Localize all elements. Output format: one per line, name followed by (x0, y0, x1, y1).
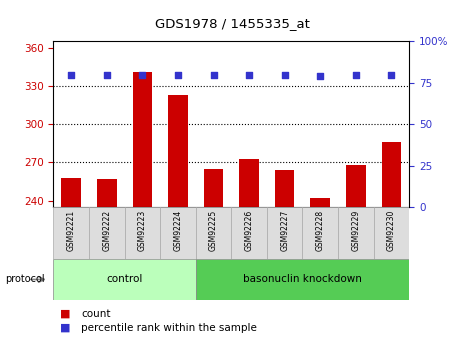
Point (317, 73, 324, 79)
Bar (133, 72, 152, 345)
Point (103, 72, 111, 77)
Point (139, 72, 146, 77)
Text: ■: ■ (60, 323, 71, 333)
Text: protocol: protocol (5, 275, 44, 284)
Text: count: count (81, 309, 111, 319)
Text: GSM92229: GSM92229 (352, 209, 360, 251)
Bar (196, 207, 232, 259)
Text: GSM92230: GSM92230 (387, 209, 396, 251)
Bar (89, 207, 125, 259)
Text: GSM92228: GSM92228 (316, 209, 325, 251)
Text: GSM92227: GSM92227 (280, 209, 289, 251)
Text: control: control (106, 275, 143, 284)
Point (246, 72, 253, 77)
Text: GDS1978 / 1455335_at: GDS1978 / 1455335_at (155, 17, 310, 30)
Bar (196, 259, 409, 300)
Bar (267, 207, 303, 259)
Bar (338, 207, 374, 259)
Text: basonuclin knockdown: basonuclin knockdown (243, 275, 362, 284)
Text: GSM92226: GSM92226 (245, 209, 253, 251)
Text: ■: ■ (60, 309, 71, 319)
Bar (160, 207, 196, 259)
Bar (232, 207, 267, 259)
Point (352, 72, 359, 77)
Text: GSM92222: GSM92222 (102, 209, 111, 251)
Bar (374, 207, 409, 259)
Point (174, 72, 182, 77)
Bar (97, 179, 117, 345)
Bar (53, 207, 89, 259)
Point (67, 72, 75, 77)
Text: GSM92221: GSM92221 (67, 209, 76, 251)
Text: GSM92224: GSM92224 (173, 209, 182, 251)
Text: percentile rank within the sample: percentile rank within the sample (81, 323, 257, 333)
Bar (303, 207, 338, 259)
Bar (239, 159, 259, 345)
Point (210, 72, 217, 77)
Bar (204, 169, 223, 345)
Bar (311, 198, 330, 345)
Bar (125, 207, 160, 259)
Text: GSM92223: GSM92223 (138, 209, 147, 251)
Bar (53, 259, 196, 300)
Bar (382, 142, 401, 345)
Bar (168, 95, 188, 345)
Bar (61, 178, 81, 345)
Bar (346, 165, 365, 345)
Point (388, 72, 395, 77)
Point (281, 72, 288, 77)
Bar (275, 170, 294, 345)
Text: GSM92225: GSM92225 (209, 209, 218, 251)
